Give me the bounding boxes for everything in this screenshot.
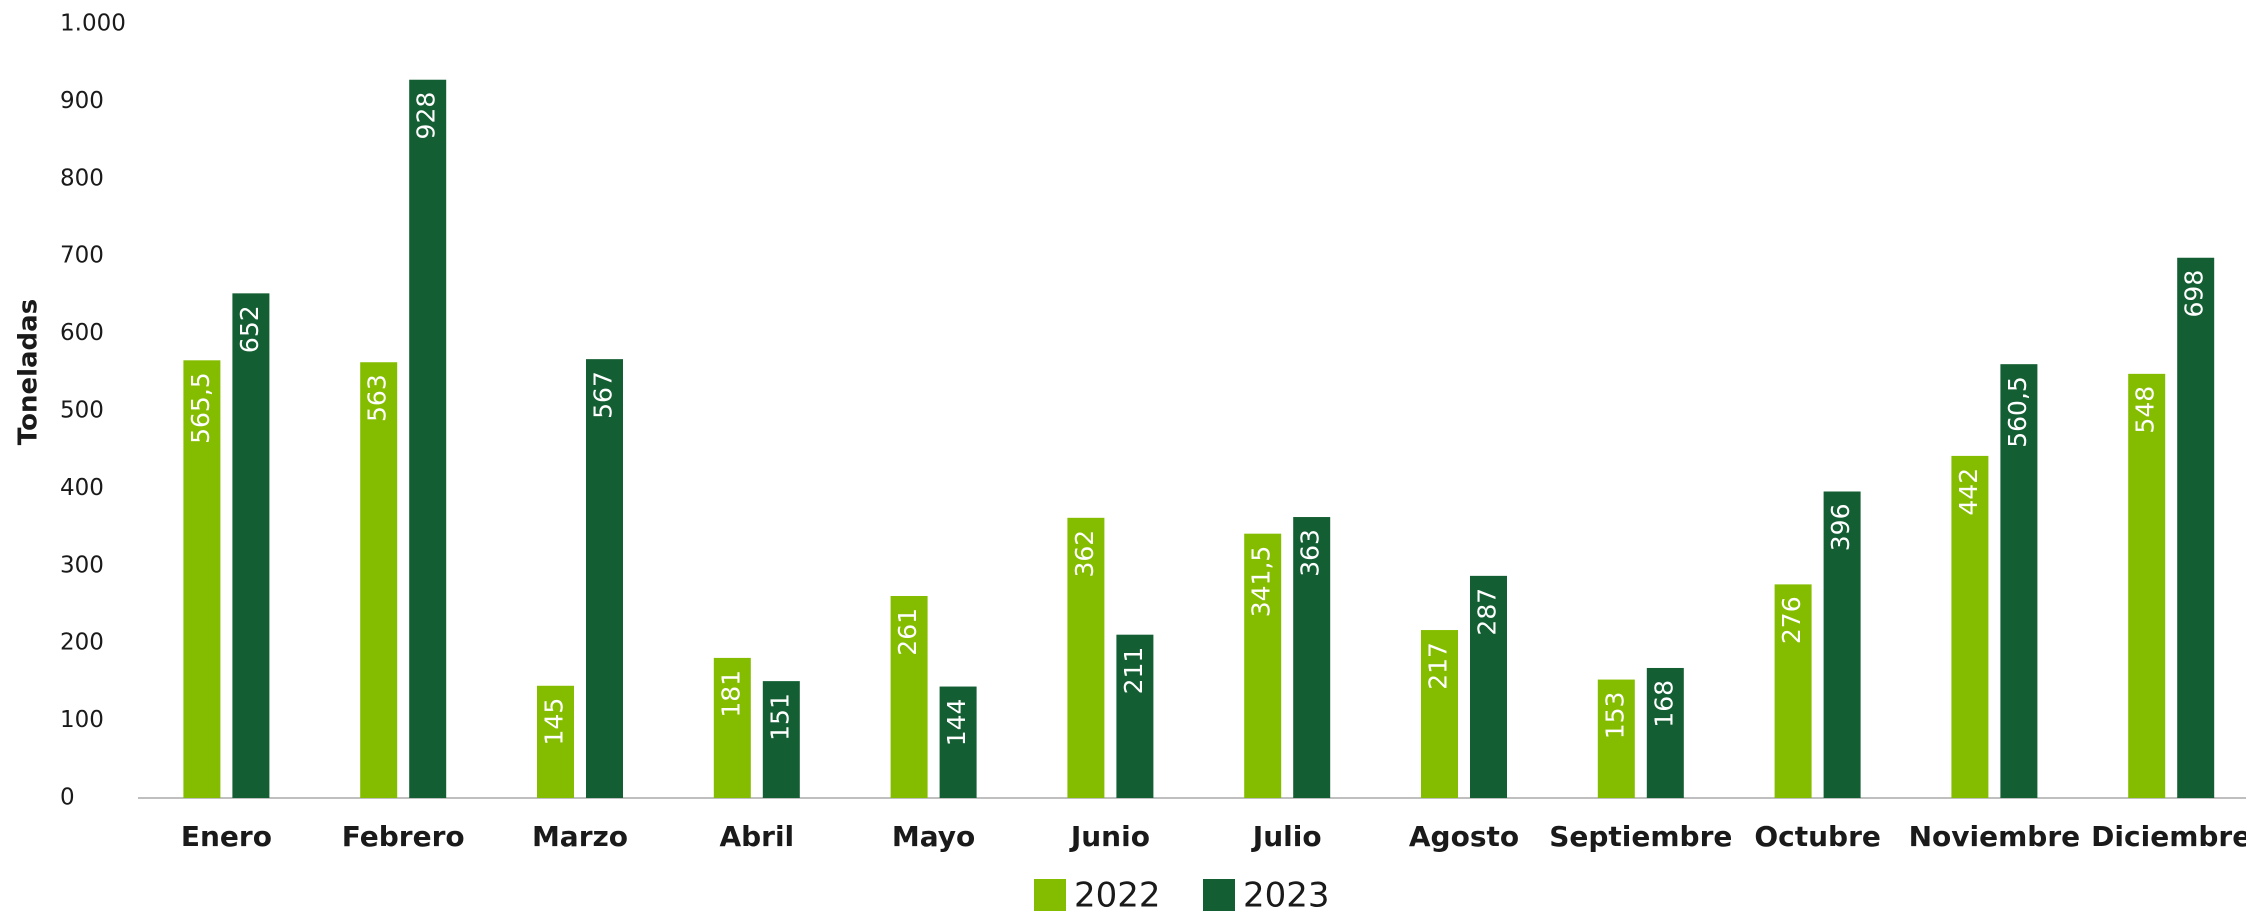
value-label: 144 xyxy=(942,699,971,747)
x-tick-label: Noviembre xyxy=(1909,820,2081,853)
bar xyxy=(586,359,623,798)
value-label: 211 xyxy=(1119,647,1148,695)
value-label: 928 xyxy=(412,92,441,140)
bar xyxy=(762,681,800,798)
y-tick-label: 400 xyxy=(60,475,104,501)
value-label: 276 xyxy=(1777,596,1806,644)
bar xyxy=(1067,517,1105,798)
bar xyxy=(360,362,398,798)
x-tick-label: Septiembre xyxy=(1549,820,1732,853)
value-label: 363 xyxy=(1296,529,1325,577)
y-tick-label: 1.000 xyxy=(60,11,126,37)
value-label: 396 xyxy=(1826,503,1855,551)
y-tick-label: 200 xyxy=(60,630,104,656)
x-tick-label: Octubre xyxy=(1754,820,1881,853)
y-tick-label: 0 xyxy=(60,785,75,811)
value-label: 565,5 xyxy=(186,372,215,444)
bar xyxy=(2000,364,2038,798)
bar xyxy=(1244,533,1282,798)
y-tick-label: 900 xyxy=(60,88,104,114)
value-label: 168 xyxy=(1649,680,1678,728)
x-tick-label: Junio xyxy=(1069,820,1150,853)
bar xyxy=(890,595,928,798)
bar xyxy=(1421,630,1458,798)
x-tick-label: Julio xyxy=(1251,820,1322,853)
bar xyxy=(1597,679,1635,798)
value-label: 261 xyxy=(893,608,922,656)
legend-label: 2023 xyxy=(1243,876,1330,911)
value-label: 181 xyxy=(716,670,745,718)
value-label: 341,5 xyxy=(1247,546,1276,618)
bar xyxy=(713,657,751,798)
value-label: 217 xyxy=(1424,642,1453,690)
value-label: 563 xyxy=(363,374,392,422)
value-label: 548 xyxy=(2131,386,2160,434)
x-tick-label: Abril xyxy=(719,820,794,853)
legend-swatch xyxy=(1203,879,1235,911)
x-tick-label: Mayo xyxy=(892,820,975,853)
bar xyxy=(939,686,977,798)
bar xyxy=(1646,667,1684,798)
y-tick-label: 500 xyxy=(60,398,104,424)
bar xyxy=(1823,491,1861,798)
value-label: 287 xyxy=(1473,588,1502,636)
y-axis-label: Toneladas xyxy=(14,299,44,445)
value-label: 362 xyxy=(1070,530,1099,578)
y-tick-label: 300 xyxy=(60,552,104,578)
value-label: 442 xyxy=(1954,468,1983,516)
value-label: 560,5 xyxy=(2003,376,2032,448)
bar xyxy=(1116,634,1154,798)
value-label: 151 xyxy=(765,693,794,741)
bar xyxy=(183,360,221,798)
x-tick-label: Diciembre xyxy=(2091,820,2246,853)
value-label: 652 xyxy=(235,305,264,353)
y-tick-label: 600 xyxy=(60,320,104,346)
bar xyxy=(1293,517,1331,798)
value-label: 698 xyxy=(2180,270,2209,318)
y-tick-label: 800 xyxy=(60,165,104,191)
x-tick-label: Marzo xyxy=(532,820,628,853)
bar xyxy=(1774,584,1812,798)
bar xyxy=(2177,257,2215,798)
bar xyxy=(1951,455,1989,798)
x-tick-label: Febrero xyxy=(342,820,465,853)
legend-swatch xyxy=(1034,879,1066,911)
legend-label: 2022 xyxy=(1074,876,1161,911)
value-label: 145 xyxy=(540,698,569,746)
bar xyxy=(537,685,574,798)
value-label: 153 xyxy=(1600,692,1629,740)
bar xyxy=(409,79,447,798)
x-tick-label: Enero xyxy=(181,820,272,853)
y-tick-label: 700 xyxy=(60,243,104,269)
value-label: 567 xyxy=(589,371,618,419)
x-tick-label: Agosto xyxy=(1409,820,1519,853)
bar xyxy=(232,293,270,798)
y-tick-label: 100 xyxy=(60,707,104,733)
bar xyxy=(2128,373,2166,798)
bar xyxy=(1470,575,1507,798)
